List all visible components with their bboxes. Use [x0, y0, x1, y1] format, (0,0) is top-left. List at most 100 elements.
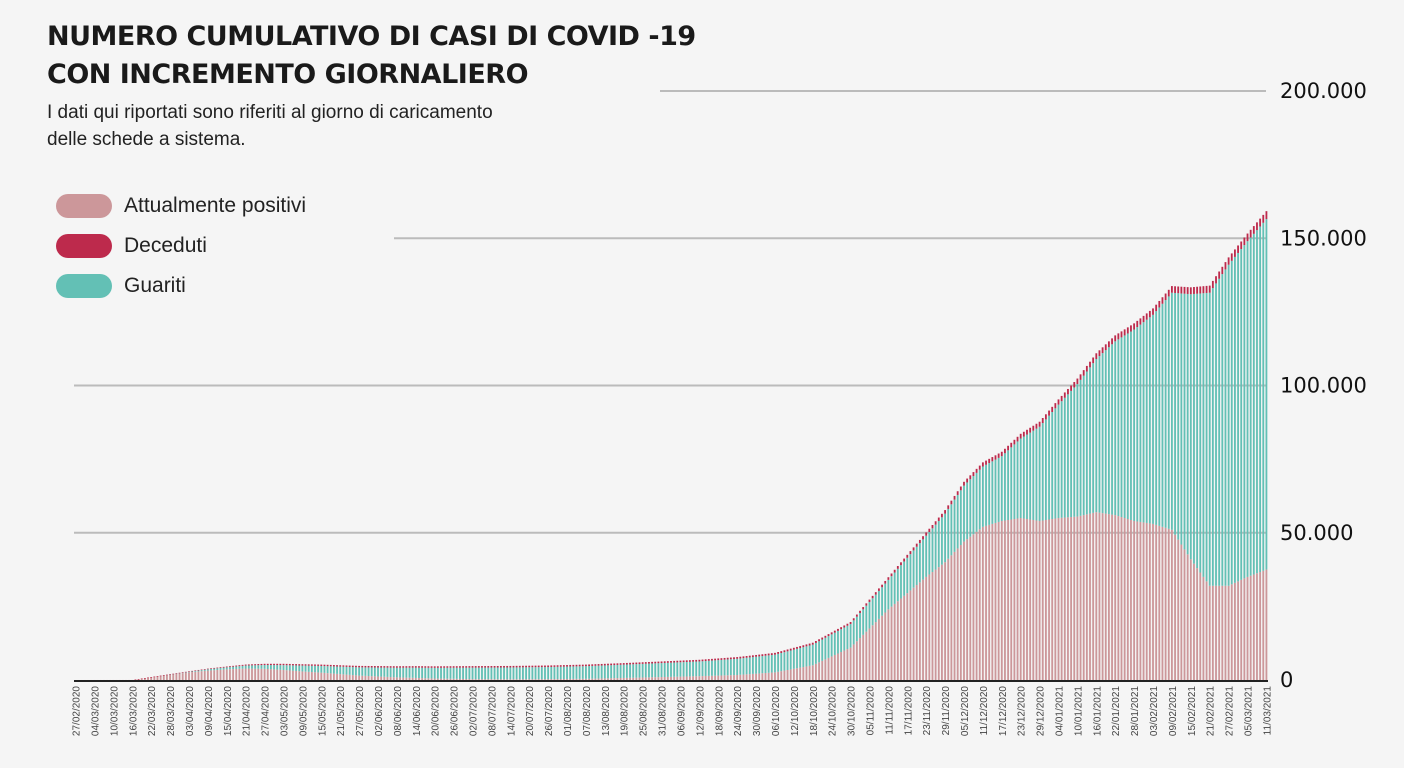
bar-guariti: [1016, 441, 1019, 519]
bar-guariti: [1051, 412, 1054, 520]
bar-deceduti: [405, 666, 408, 668]
bar-positivi: [446, 678, 449, 680]
x-tick-label: 28/03/2020: [166, 686, 177, 736]
bar-guariti: [534, 667, 537, 680]
bar-deceduti: [985, 460, 987, 465]
bar-deceduti: [827, 634, 830, 637]
bar-guariti: [1246, 241, 1249, 577]
bar-guariti: [903, 561, 906, 596]
bar-deceduti: [676, 660, 679, 663]
bar-positivi: [937, 567, 940, 680]
bar-guariti: [1136, 327, 1139, 522]
bar-positivi: [953, 551, 956, 680]
bar-guariti: [887, 579, 890, 610]
bar-deceduti: [481, 666, 483, 668]
bar-deceduti: [455, 666, 458, 668]
bar-deceduti: [619, 663, 622, 665]
bar-deceduti: [345, 665, 348, 667]
bar-guariti: [915, 546, 918, 586]
bar-positivi: [436, 678, 439, 680]
bar-deceduti: [509, 665, 512, 668]
bar-deceduti: [140, 678, 143, 680]
bar-positivi: [969, 536, 972, 680]
bar-guariti: [559, 666, 562, 680]
bar-positivi: [1048, 519, 1050, 680]
bar-deceduti: [1114, 335, 1117, 342]
bar-guariti: [597, 665, 600, 679]
x-tick-label: 15/04/2020: [223, 686, 234, 736]
bar-deceduti: [396, 666, 398, 668]
bar-deceduti: [944, 510, 946, 514]
bar-positivi: [525, 679, 527, 680]
x-tick-label: 08/06/2020: [393, 686, 404, 736]
bar-guariti: [969, 479, 972, 537]
x-tick-label: 27/02/2021: [1225, 686, 1236, 736]
bar-positivi: [714, 675, 717, 680]
bar-deceduti: [1180, 286, 1183, 294]
bar-positivi: [855, 641, 858, 680]
bar-positivi: [1073, 516, 1076, 680]
bar-deceduti: [197, 669, 200, 671]
bar-guariti: [377, 667, 379, 677]
x-tick-label: 12/09/2020: [695, 686, 706, 736]
bar-deceduti: [377, 666, 379, 668]
bar-positivi: [329, 673, 332, 680]
bar-positivi: [603, 678, 606, 680]
bar-deceduti: [263, 663, 266, 665]
bar-deceduti: [537, 665, 540, 668]
bar-deceduti: [1054, 403, 1057, 409]
bar-positivi: [1205, 581, 1208, 680]
bar-positivi: [610, 678, 613, 680]
bar-deceduti: [679, 660, 682, 663]
bar-guariti: [184, 672, 187, 673]
bar-positivi: [1054, 518, 1057, 680]
bar-deceduti: [273, 663, 275, 666]
bar-positivi: [1211, 585, 1214, 680]
bar-positivi: [1101, 513, 1104, 680]
bar-deceduti: [188, 671, 190, 672]
bar-positivi: [477, 679, 480, 680]
bar-deceduti: [1155, 304, 1158, 312]
bar-positivi: [531, 679, 534, 680]
bar-deceduti: [556, 665, 559, 667]
bar-positivi: [547, 679, 550, 680]
bar-guariti: [862, 609, 865, 635]
bar-positivi: [1107, 514, 1110, 680]
bar-guariti: [988, 463, 991, 525]
bar-positivi: [342, 674, 345, 680]
bar-positivi: [890, 606, 893, 680]
bar-deceduti: [380, 666, 383, 668]
x-tick-label: 23/12/2020: [1017, 686, 1028, 736]
bar-deceduti: [1142, 315, 1145, 323]
x-tick-label: 15/02/2021: [1187, 686, 1198, 736]
x-tick-label: 02/07/2020: [469, 686, 480, 736]
bar-positivi: [934, 569, 937, 680]
bar-guariti: [745, 657, 748, 675]
bar-deceduti: [471, 666, 474, 668]
bar-positivi: [244, 668, 247, 680]
bar-deceduti: [692, 660, 694, 662]
bar-guariti: [1218, 278, 1221, 586]
bar-deceduti: [203, 669, 206, 670]
bar-deceduti: [1130, 325, 1132, 332]
bar-positivi: [1098, 512, 1101, 680]
bar-deceduti: [1133, 323, 1136, 330]
bar-deceduti: [774, 652, 776, 655]
bar-deceduti: [890, 573, 893, 577]
bar-positivi: [263, 668, 266, 680]
bar-positivi: [723, 675, 726, 680]
bar-deceduti: [1211, 280, 1214, 289]
bar-positivi: [632, 677, 635, 680]
bar-guariti: [685, 661, 688, 677]
bar-positivi: [629, 677, 631, 680]
bar-guariti: [774, 654, 776, 673]
bar-deceduti: [1073, 382, 1076, 388]
bar-guariti: [540, 667, 543, 680]
bar-guariti: [304, 665, 307, 672]
bar-positivi: [956, 548, 959, 680]
bar-deceduti: [512, 665, 515, 668]
bar-guariti: [874, 594, 877, 623]
bar-positivi: [452, 678, 455, 680]
bar-deceduti: [950, 500, 953, 505]
bar-positivi: [619, 678, 622, 680]
